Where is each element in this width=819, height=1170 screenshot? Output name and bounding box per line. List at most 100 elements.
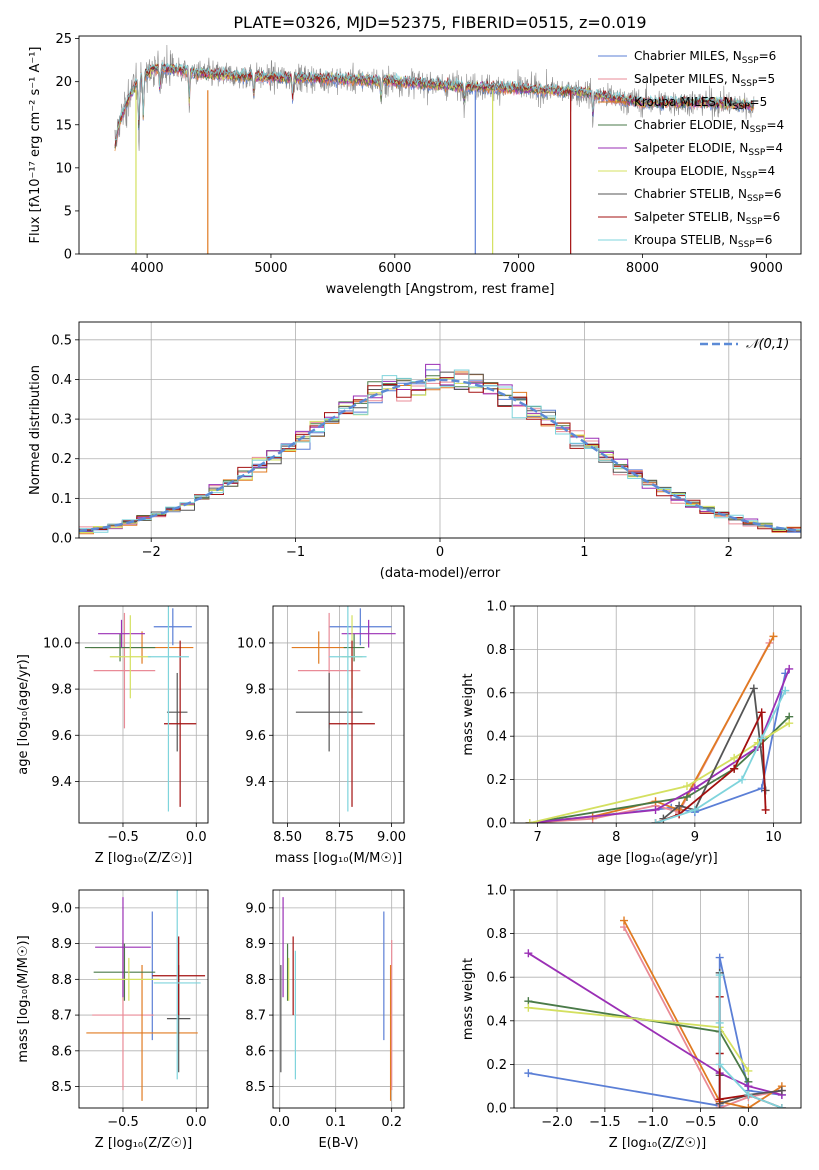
errorbar-kroupa_stelib xyxy=(147,606,189,812)
line-kroupa_miles xyxy=(525,632,778,823)
histogram-salpeter_stelib xyxy=(79,373,801,532)
y-tick-label: 0 xyxy=(64,248,72,263)
errorbar-salpeter_stelib xyxy=(164,640,197,807)
plus-marker xyxy=(744,1066,753,1075)
y-tick-label: 0.0 xyxy=(486,817,507,832)
axes-frame xyxy=(513,889,802,1109)
plus-marker xyxy=(524,1069,533,1078)
plus-marker xyxy=(715,971,724,980)
line-chabrier_stelib xyxy=(659,684,770,823)
legend-label: Salpeter ELODIE, NSSP=4 xyxy=(634,141,783,158)
grid xyxy=(79,890,208,1108)
axes-frame xyxy=(272,889,405,1109)
y-tick-label: 8.7 xyxy=(245,1009,266,1024)
legend: Chabrier MILES, NSSP=6 Salpeter MILES, NS… xyxy=(598,49,784,250)
x-tick-label: 6000 xyxy=(378,261,411,276)
plot-area xyxy=(84,606,197,812)
y-tick-label: 8.5 xyxy=(245,1080,266,1095)
y-tick-label: 0.6 xyxy=(486,686,507,701)
x-axis-label: mass [log₁₀(M/M☉)] xyxy=(275,851,402,866)
plus-marker xyxy=(744,1104,753,1108)
plus-marker xyxy=(744,1082,753,1091)
plus-marker xyxy=(682,792,691,801)
x-tick-label: 0.0 xyxy=(269,1115,290,1130)
plus-marker xyxy=(730,753,739,762)
y-tick-label: 0.3 xyxy=(51,413,72,428)
y-axis-label: mass weight xyxy=(461,673,476,755)
grid xyxy=(514,889,801,1109)
x-tick-label: 10 xyxy=(765,830,782,845)
plot-area xyxy=(114,44,755,254)
errorbar-kroupa_miles xyxy=(291,631,346,664)
plus-marker xyxy=(757,708,766,717)
legend-label: Salpeter MILES, NSSP=5 xyxy=(634,72,775,89)
y-tick-label: 0.2 xyxy=(51,452,72,467)
x-tick-label: 8.50 xyxy=(273,830,302,845)
y-tick-label: 8.5 xyxy=(51,1080,72,1095)
errorbar-salpeter_stelib xyxy=(152,936,206,1016)
errorbar-salpeter_miles xyxy=(93,612,156,729)
x-tick-label: 0.0 xyxy=(186,830,207,845)
y-tick-label: 8.9 xyxy=(51,937,72,952)
plot-area xyxy=(525,632,794,823)
x-tick-label: 0.0 xyxy=(738,1115,759,1130)
legend-label: Kroupa ELODIE, NSSP=4 xyxy=(634,164,775,181)
grid xyxy=(79,606,208,823)
axes-frame xyxy=(78,605,209,824)
series-line xyxy=(529,642,771,823)
y-tick-label: 8.7 xyxy=(51,1009,72,1024)
plot-area xyxy=(524,916,786,1108)
y-tick-label: 0.8 xyxy=(486,643,507,658)
legend-label: Chabrier STELIB, NSSP=6 xyxy=(634,187,782,204)
x-tick-label: 0.2 xyxy=(381,1115,402,1130)
panel-mass_vs_z: −0.5 0.0 8.5 8.6 8.7 8.8 8.9 9.0 Z [log₁₀(Z/Z☉)]… xyxy=(16,889,209,1151)
y-tick-label: 20 xyxy=(55,75,72,90)
panel-mass_vs_ebv: 0.0 0.1 0.2 8.5 8.6 8.7 8.8 8.9 9.0 E(B-V) xyxy=(245,889,405,1151)
errorbar-chabrier_stelib xyxy=(166,672,188,752)
plus-marker xyxy=(749,684,758,693)
y-tick-label: 9.4 xyxy=(245,775,266,790)
y-tick-label: 8.6 xyxy=(51,1044,72,1059)
errorbar-kroupa_miles xyxy=(86,965,198,1101)
axes-frame xyxy=(78,35,802,255)
plus-marker xyxy=(785,664,794,673)
plus-marker xyxy=(738,775,747,784)
x-axis-label: Z [log₁₀(Z/Z☉)] xyxy=(95,851,192,866)
line-salpeter_elodie xyxy=(524,949,786,1099)
x-tick-label: −0.5 xyxy=(107,1115,139,1130)
y-tick-label: 5 xyxy=(64,204,72,219)
y-tick-label: 8.8 xyxy=(51,973,72,988)
errorbar-chabrier_miles xyxy=(153,608,192,646)
plot-area xyxy=(280,897,393,1101)
y-tick-label: 0.1 xyxy=(51,492,72,507)
legend-label: Chabrier ELODIE, NSSP=4 xyxy=(634,118,784,135)
line-salpeter_miles xyxy=(525,638,774,823)
plus-marker xyxy=(675,801,684,810)
figure-title: PLATE=0326, MJD=52375, FIBERID=0515, z=0… xyxy=(233,13,646,32)
line-kroupa_stelib xyxy=(651,686,790,823)
gaussian-curve xyxy=(79,378,801,533)
histogram-kroupa_stelib xyxy=(79,369,801,533)
y-tick-label: 9.0 xyxy=(51,901,72,916)
series-line xyxy=(529,673,787,823)
y-tick-label: 10.0 xyxy=(43,636,72,651)
errorbar-kroupa_stelib xyxy=(329,606,367,812)
y-tick-label: 0.2 xyxy=(486,773,507,788)
x-tick-label: −1.0 xyxy=(637,1115,669,1130)
line-kroupa_miles xyxy=(620,916,786,1108)
axes-frame xyxy=(78,321,802,539)
x-tick-label: 8.75 xyxy=(325,830,354,845)
errorbar-salpeter_elodie xyxy=(341,619,396,648)
panel-weight_vs_age: 7 8 9 10 0.0 0.2 0.4 0.6 0.8 1.0 age [log₁₀(age/yr… xyxy=(461,600,802,866)
legend-label: Salpeter STELIB, NSSP=6 xyxy=(634,210,780,227)
x-tick-label: 8 xyxy=(612,830,620,845)
y-axis-label: Normed distribution xyxy=(28,365,43,495)
plot-area xyxy=(86,890,206,1101)
errorbar-kroupa_stelib xyxy=(153,890,201,1080)
plus-marker xyxy=(525,819,534,823)
errorbar-chabrier_stelib xyxy=(295,672,363,752)
axes-frame xyxy=(513,605,802,824)
plus-marker xyxy=(690,805,699,814)
y-tick-label: 9.6 xyxy=(51,729,72,744)
